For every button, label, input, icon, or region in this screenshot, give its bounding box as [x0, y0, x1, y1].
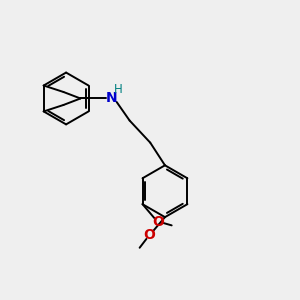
Text: N: N — [106, 92, 117, 106]
Text: H: H — [113, 82, 122, 95]
Text: O: O — [144, 228, 156, 242]
Text: O: O — [152, 215, 164, 230]
